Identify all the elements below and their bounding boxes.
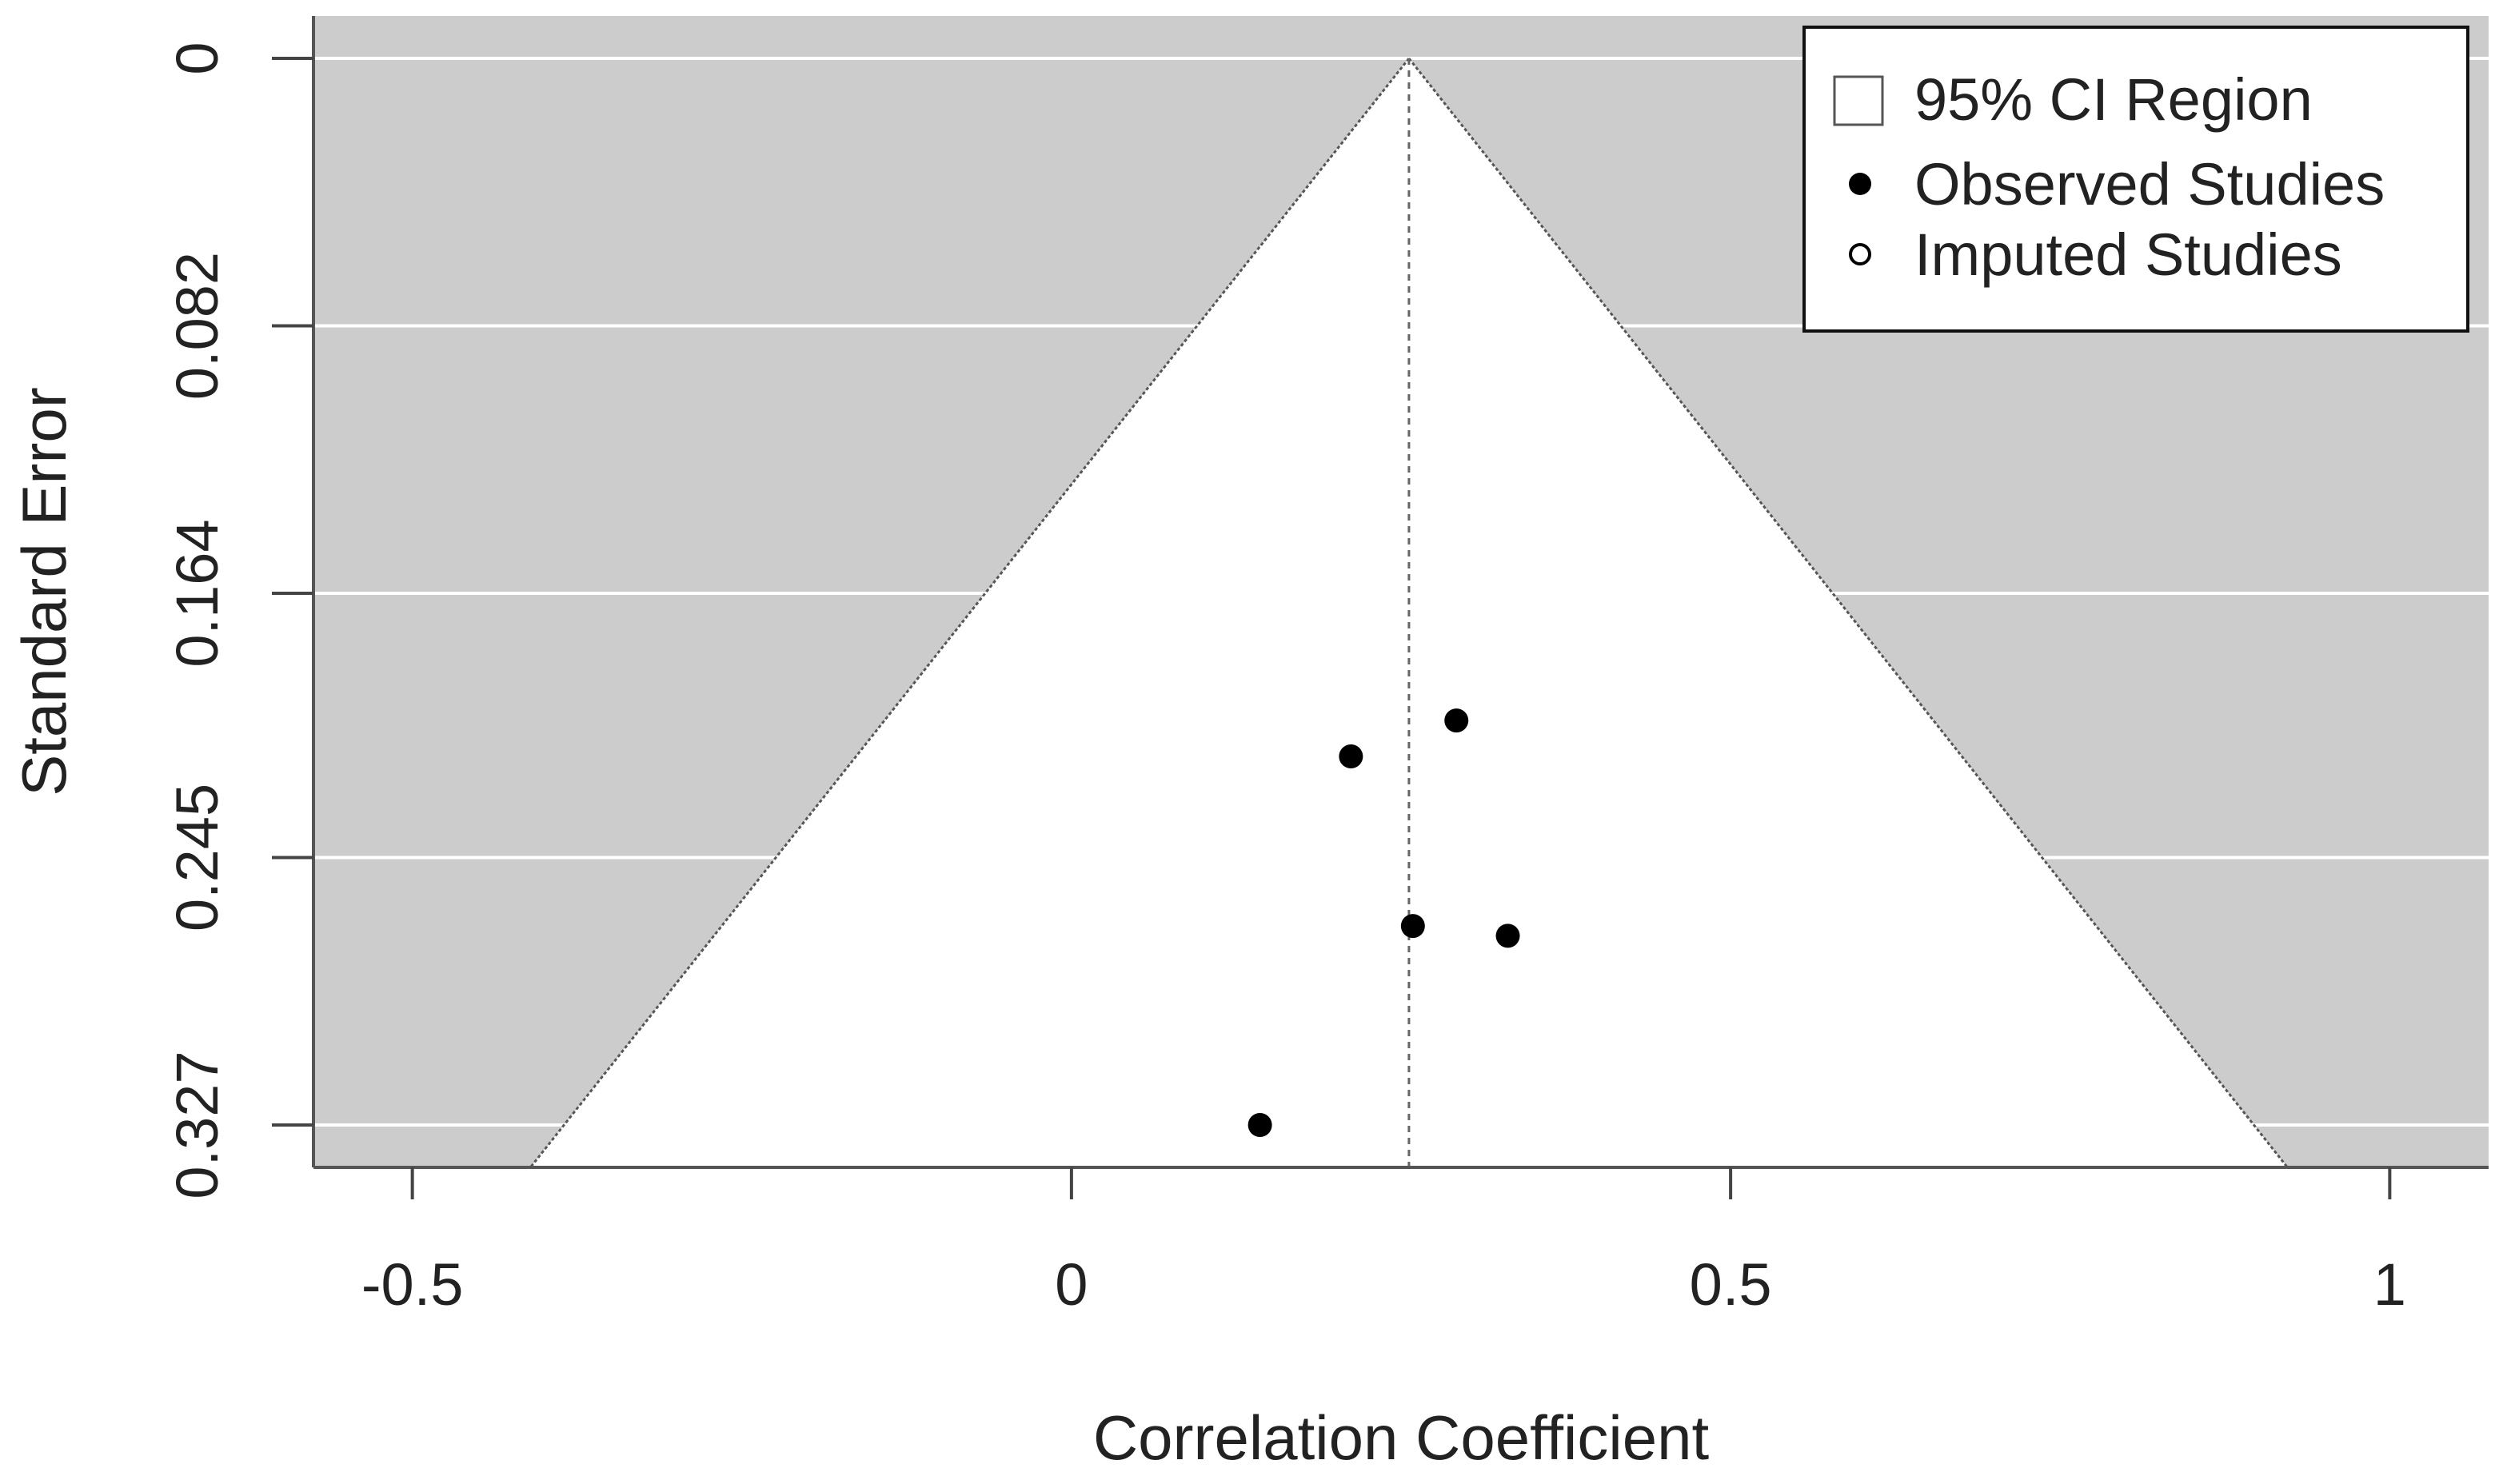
- observed-study-point-3: [1495, 924, 1520, 948]
- ci-boundary-lines: [529, 58, 2289, 1168]
- legend-ci-swatch: [1833, 75, 1884, 126]
- x-axis-title: Correlation Coefficient: [1093, 1402, 1710, 1473]
- y-axis: 0 0.082 0.164 0.245 0.327: [164, 16, 315, 1199]
- x-tick-label-3: 1: [2373, 1251, 2406, 1318]
- x-tick-label-1: 0: [1055, 1251, 1088, 1318]
- observed-study-point-0: [1444, 708, 1469, 733]
- y-tick-label-2: 0.164: [164, 519, 230, 667]
- x-tick-label-0: -0.5: [361, 1251, 464, 1318]
- y-axis-title: Standard Error: [9, 387, 79, 796]
- observed-study-point-1: [1339, 744, 1363, 769]
- legend-label-imputed: Imputed Studies: [1914, 221, 2342, 288]
- y-tick-label-4: 0.327: [164, 1051, 230, 1199]
- legend-imputed-marker: [1849, 243, 1871, 265]
- y-tick-label-1: 0.082: [164, 252, 230, 400]
- x-tick-label-2: 0.5: [1690, 1251, 1772, 1318]
- observed-study-point-2: [1400, 914, 1425, 939]
- x-axis: -0.5 0 0.5 1: [313, 1166, 2489, 1318]
- legend-label-observed: Observed Studies: [1914, 151, 2385, 217]
- y-tick-label-0: 0: [164, 42, 230, 74]
- ci-right-line: [1407, 58, 2289, 1168]
- observed-study-point-4: [1248, 1112, 1272, 1137]
- legend-observed-marker: [1849, 173, 1871, 195]
- legend: 95% CI Region Observed Studies Imputed S…: [1802, 26, 2469, 333]
- data-points: [1248, 708, 1520, 1137]
- ci-left-line: [529, 58, 1411, 1168]
- y-tick-label-3: 0.245: [164, 784, 230, 931]
- legend-box: [1802, 26, 2469, 333]
- legend-label-ci: 95% CI Region: [1914, 66, 2313, 133]
